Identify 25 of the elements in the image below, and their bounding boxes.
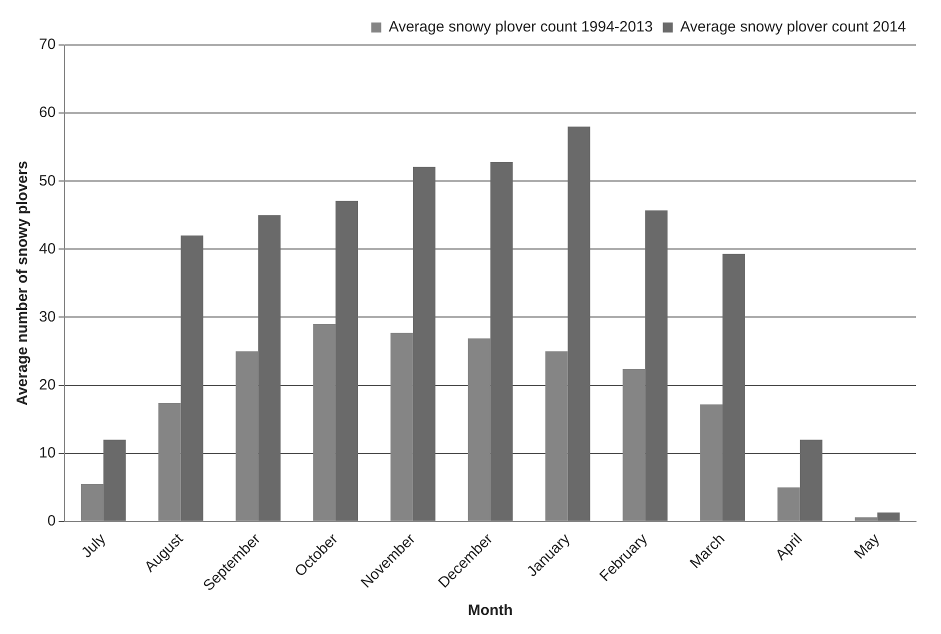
x-tick-label: May <box>850 530 884 563</box>
y-tick-label: 0 <box>47 512 56 530</box>
y-tick-label: 20 <box>38 376 56 394</box>
y-axis-title: Average number of snowy plovers <box>14 160 32 406</box>
bar <box>800 440 822 521</box>
bar <box>877 512 900 521</box>
bar <box>336 200 358 521</box>
y-tick-label: 40 <box>38 240 56 258</box>
y-tick-label: 30 <box>38 308 56 326</box>
x-axis-title: Month <box>468 602 513 620</box>
y-tick-label: 60 <box>38 104 56 122</box>
bar <box>103 440 126 521</box>
bar <box>180 236 204 521</box>
bar <box>412 166 436 521</box>
y-tick-label: 10 <box>38 444 56 462</box>
y-tick-label: 50 <box>38 172 56 190</box>
legend-label: Average snowy plover count 2014 <box>680 18 906 36</box>
bar <box>258 215 281 521</box>
bar <box>645 210 668 521</box>
bar <box>568 126 590 521</box>
bar <box>490 162 513 521</box>
x-tick-label: July <box>78 530 110 562</box>
y-tick-label: 70 <box>38 36 56 54</box>
legend-label: Average snowy plover count 1994-2013 <box>388 18 653 36</box>
bar <box>722 254 745 521</box>
